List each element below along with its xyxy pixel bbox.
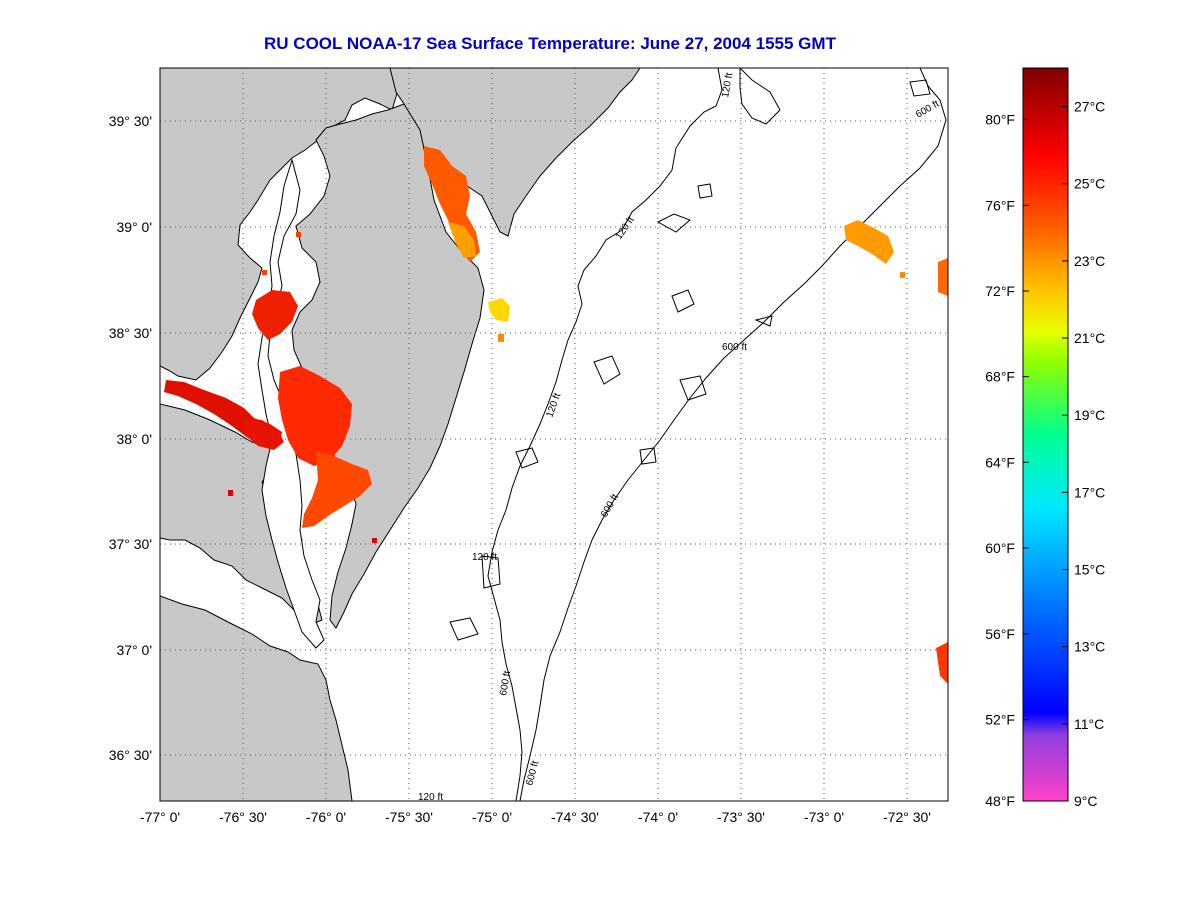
- sst-patch-gulf-stream-edge: [844, 220, 894, 264]
- contour-label: 600 ft: [498, 670, 513, 697]
- colorbar-label-celsius: 27°C: [1074, 99, 1105, 115]
- land-southern-va: [160, 595, 353, 801]
- contour-label: 120 ft: [472, 552, 497, 563]
- contour-label: 600 ft: [722, 342, 747, 353]
- colorbar-label-fahrenheit: 56°F: [985, 626, 1015, 642]
- x-tick-label: -76° 30': [219, 809, 267, 825]
- colorbar-label-fahrenheit: 80°F: [985, 111, 1015, 127]
- y-tick-label: 39° 0': [116, 219, 152, 235]
- colorbar-label-celsius: 13°C: [1074, 639, 1105, 655]
- colorbar-gradient: [1022, 67, 1069, 802]
- x-tick-label: -75° 0': [472, 809, 512, 825]
- sst-patch-mid-bay: [278, 366, 352, 466]
- colorbar-label-fahrenheit: 68°F: [985, 369, 1015, 385]
- colorbar-label-fahrenheit: 76°F: [985, 197, 1015, 213]
- land-delmarva-peninsula: [291, 103, 485, 629]
- colorbar-label-celsius: 11°C: [1074, 716, 1104, 732]
- contour-120ft: [487, 68, 723, 801]
- colorbar-label-fahrenheit: 48°F: [985, 793, 1015, 809]
- x-tick-label: -76° 0': [306, 809, 346, 825]
- map-panel: 120 ft 600 ft 120 ft 600 ft 120 ft 600 f…: [160, 68, 948, 803]
- colorbar-label-celsius: 25°C: [1074, 176, 1105, 192]
- colorbar-label-celsius: 23°C: [1074, 253, 1105, 269]
- map-title: RU COOL NOAA-17 Sea Surface Temperature:…: [264, 34, 836, 53]
- sst-patch-delaware-bay-warm: [448, 222, 476, 258]
- colorbar-label-celsius: 21°C: [1074, 330, 1105, 346]
- sst-data-overlay: [164, 146, 948, 684]
- x-tick-label: -77° 0': [140, 809, 180, 825]
- fahrenheit-scale: 80°F 76°F 72°F 68°F 64°F 60°F 56°F 52°F 48°F: [985, 111, 1029, 809]
- colorbar-label-celsius: 19°C: [1074, 407, 1105, 423]
- y-axis-labels: 39° 30' 39° 0' 38° 30' 38° 0' 37° 30' 37…: [109, 113, 152, 763]
- sst-patch-offshore-cape: [488, 298, 510, 322]
- x-axis-labels: -77° 0' -76° 30' -76° 0' -75° 30' -75° 0…: [140, 809, 931, 825]
- sst-patch-tangier: [302, 452, 372, 528]
- x-tick-label: -75° 30': [385, 809, 433, 825]
- sst-patch-upper-bay: [252, 290, 298, 340]
- contour-label: 120 ft: [418, 792, 443, 803]
- sst-patch-rappahannock: [244, 418, 284, 450]
- colorbar-label-fahrenheit: 60°F: [985, 540, 1015, 556]
- x-tick-label: -73° 0': [804, 809, 844, 825]
- colorbar-label-celsius: 9°C: [1074, 793, 1098, 809]
- colorbar-label-celsius: 17°C: [1074, 484, 1105, 500]
- contour-label: 120 ft: [720, 72, 735, 99]
- y-tick-label: 36° 30': [109, 747, 152, 763]
- x-tick-label: -72° 30': [883, 809, 931, 825]
- graticule: [160, 68, 948, 801]
- x-tick-label: -74° 30': [551, 809, 599, 825]
- x-tick-label: -73° 30': [717, 809, 765, 825]
- land-western-shore: [160, 68, 399, 381]
- y-tick-label: 38° 30': [109, 325, 152, 341]
- y-tick-label: 37° 30': [109, 536, 152, 552]
- y-tick-label: 39° 30': [109, 113, 152, 129]
- colorbar-label-fahrenheit: 72°F: [985, 283, 1015, 299]
- sst-patch-east-edge-upper: [938, 258, 948, 296]
- y-tick-label: 38° 0': [116, 431, 152, 447]
- colorbar-label-fahrenheit: 52°F: [985, 712, 1015, 728]
- map-frame: [159, 67, 949, 802]
- y-tick-label: 37° 0': [116, 642, 152, 658]
- colorbar-label-fahrenheit: 64°F: [985, 454, 1015, 470]
- sst-patch-east-edge-lower: [936, 642, 948, 684]
- colorbar-label-celsius: 15°C: [1074, 562, 1105, 578]
- contour-600ft: [519, 68, 947, 801]
- bathymetry-contours: [449, 68, 947, 801]
- colorbar: 80°F 76°F 72°F 68°F 64°F 60°F 56°F 52°F 48°F 27°…: [985, 67, 1105, 809]
- x-tick-label: -74° 0': [638, 809, 678, 825]
- celsius-scale: 27°C 25°C 23°C 21°C 19°C 17°C 15°C 13°C 11°C 9°C: [1062, 99, 1105, 809]
